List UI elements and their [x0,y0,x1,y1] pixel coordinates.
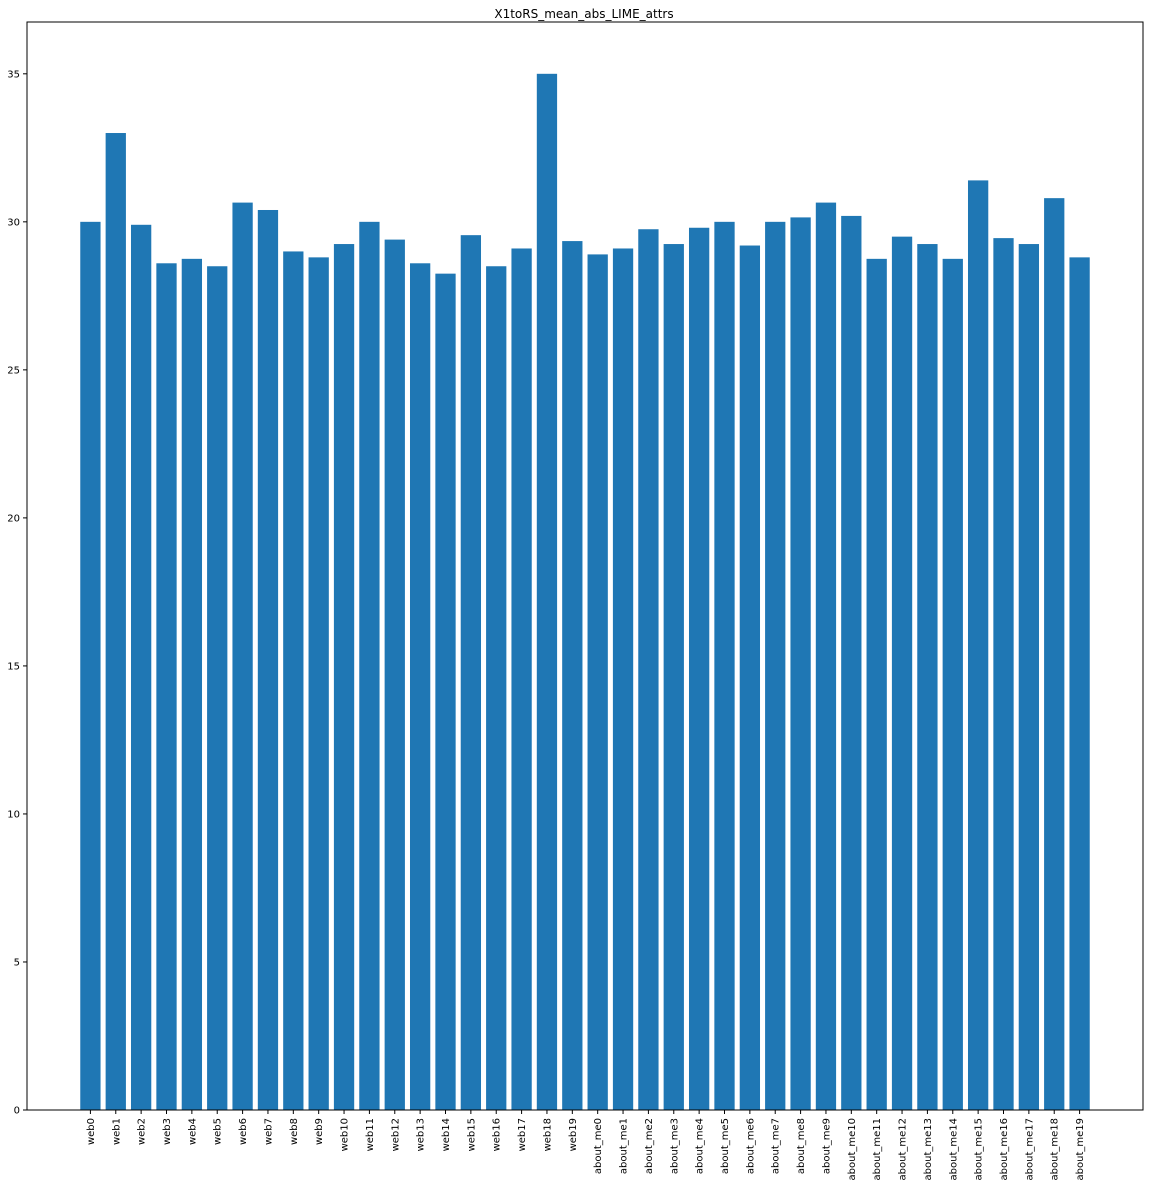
x-tick-label: about_me9 [821,1118,832,1174]
y-tick-label: 20 [7,513,20,524]
x-tick-label: web1 [111,1118,122,1145]
bar-web18 [536,73,558,1110]
y-axis-ticks: 0 5 10 15 20 25 30 35 [7,69,27,1117]
bar-about_me18 [1044,198,1065,1111]
bar-web13 [409,263,431,1110]
bar-about_me2 [638,229,659,1110]
x-tick-label: web9 [314,1118,325,1145]
x-tick-label: web19 [568,1118,579,1151]
y-tick-label: 15 [7,661,20,672]
x-tick-label: web8 [289,1118,300,1145]
x-tick-label: web12 [390,1118,401,1151]
bar-web1 [105,133,126,1111]
bar-web3 [156,263,177,1110]
bar-about_me15 [967,180,989,1111]
bar-web0 [80,221,101,1110]
bar-web7 [257,209,279,1110]
x-tick-label: about_me18 [1050,1118,1061,1180]
x-tick-label: about_me1 [619,1118,630,1174]
bar-about_me3 [663,244,684,1110]
x-tick-label: about_me5 [720,1118,731,1174]
x-tick-label: about_me6 [745,1118,756,1174]
x-tick-label: web2 [137,1118,148,1145]
x-tick-label: about_me16 [999,1118,1010,1180]
x-tick-label: web10 [340,1118,351,1151]
x-tick-label: about_me7 [771,1118,782,1174]
x-tick-label: about_me3 [669,1118,680,1174]
x-tick-label: web3 [162,1118,173,1145]
bar-web12 [384,239,405,1111]
x-tick-label: web16 [492,1118,503,1151]
x-tick-label: web4 [187,1118,198,1145]
x-tick-label: about_me12 [898,1118,909,1180]
bar-web10 [333,244,355,1110]
bar-web2 [130,224,152,1111]
bar-about_me16 [993,238,1014,1110]
bar-about_me0 [587,254,608,1111]
x-tick-label: web17 [517,1118,528,1151]
x-tick-label: about_me10 [847,1118,858,1180]
x-tick-label: about_me8 [796,1118,807,1174]
bar-web15 [460,235,482,1110]
x-tick-label: web13 [416,1118,427,1151]
bar-about_me10 [841,215,862,1110]
bar-about_me17 [1018,244,1040,1110]
x-tick-label: about_me15 [974,1118,985,1180]
bars-group [80,73,1090,1111]
x-tick-label: about_me0 [593,1118,604,1174]
chart-title: X1toRS_mean_abs_LIME_attrs [494,7,673,21]
x-tick-label: web11 [365,1118,376,1151]
bar-web4 [181,258,203,1111]
x-tick-label: about_me17 [1024,1118,1035,1180]
bar-web6 [232,202,253,1110]
x-tick-label: web18 [542,1118,553,1151]
plot-frame [26,21,1144,1111]
bar-about_me4 [688,227,710,1111]
bar-about_me7 [765,221,786,1110]
bar-web17 [511,248,532,1110]
y-tick-label: 25 [7,365,20,376]
bar-about_me19 [1069,257,1090,1110]
y-tick-label: 35 [7,69,20,80]
bar-about_me11 [866,258,887,1111]
bar-about_me13 [917,244,938,1110]
x-axis-ticks: web0 web1 web2 web3 web4 web5 web6 web7 web8 web9… [86,1110,1086,1180]
bar-web14 [435,273,456,1111]
bar-web9 [308,257,329,1110]
x-tick-label: web7 [263,1118,274,1145]
x-tick-label: web14 [441,1118,452,1151]
bar-about_me1 [612,248,634,1110]
bar-about_me9 [815,202,837,1110]
y-tick-label: 5 [14,957,20,968]
bar-about_me12 [891,236,913,1110]
y-tick-label: 0 [14,1106,20,1117]
x-tick-label: web0 [86,1118,97,1145]
x-tick-label: about_me13 [923,1118,934,1180]
x-tick-label: web6 [238,1118,249,1145]
bar-web8 [283,251,304,1111]
bar-web16 [486,266,507,1111]
bar-about_me5 [714,221,735,1110]
bar-web19 [562,241,583,1111]
bar-web5 [207,266,228,1111]
y-tick-label: 30 [7,217,20,228]
bar-about_me14 [942,258,963,1111]
y-tick-label: 10 [7,809,20,820]
x-tick-label: about_me11 [872,1118,883,1180]
bar-web11 [359,221,380,1110]
x-tick-label: about_me2 [644,1118,655,1174]
x-tick-label: about_me14 [948,1118,959,1180]
x-tick-label: about_me4 [695,1118,706,1174]
bar-about_me8 [790,217,811,1110]
x-tick-label: web5 [213,1118,224,1145]
bar-about_me6 [739,245,761,1110]
x-tick-label: web15 [466,1118,477,1151]
x-tick-label: about_me19 [1075,1118,1086,1180]
